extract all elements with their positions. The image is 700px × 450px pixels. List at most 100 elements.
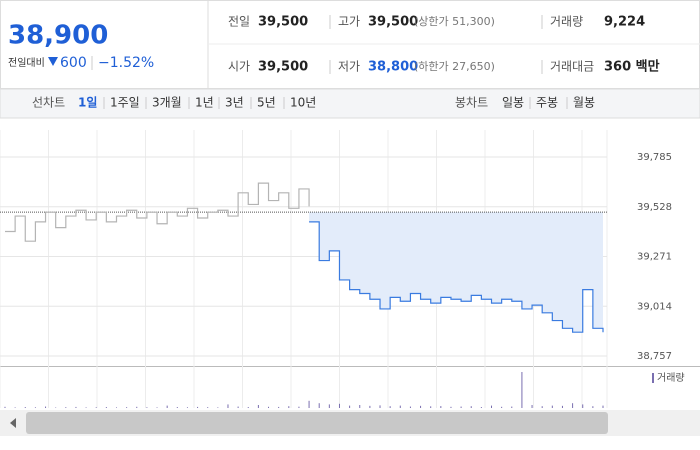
volume-bar — [257, 405, 259, 408]
volume-bar — [156, 407, 158, 408]
stat-value: 38,800 — [368, 60, 418, 75]
volume-bar — [420, 405, 422, 408]
volume-bar — [460, 406, 462, 408]
period-tab[interactable]: 10년 — [290, 96, 316, 110]
volume-bar — [399, 405, 401, 408]
volume-bar — [136, 406, 138, 408]
volume-bar — [126, 407, 128, 408]
volume-bar — [450, 406, 452, 408]
volume-bar — [409, 406, 411, 408]
volume-bar — [207, 407, 209, 408]
down-arrow — [48, 57, 58, 66]
candle-tab[interactable]: 일봉 — [502, 96, 524, 110]
volume-bar — [551, 405, 553, 408]
period-tab[interactable]: 3개월 — [152, 96, 182, 110]
volume-bar — [561, 405, 563, 408]
volume-bar — [318, 403, 320, 408]
stat-label: 거래대금 — [550, 60, 594, 74]
stat-value: 39,500 — [368, 15, 418, 30]
volume-bar — [237, 406, 239, 408]
volume-bar — [389, 406, 391, 408]
volume-bar — [105, 407, 107, 408]
volume-bar — [379, 405, 381, 408]
price-area — [309, 212, 603, 333]
candle-tab[interactable]: 주봉 — [536, 96, 558, 110]
volume-label: 거래량 — [657, 372, 685, 384]
volume-bar — [501, 406, 503, 408]
volume-bar — [14, 407, 16, 408]
volume-bar — [572, 403, 574, 408]
period-tab[interactable]: 1주일 — [110, 96, 140, 110]
volume-bar — [288, 406, 290, 408]
volume-bar — [602, 405, 604, 408]
volume-bar — [328, 404, 330, 408]
volume-bar — [227, 404, 229, 408]
tab-group-label: 선차트 — [32, 96, 65, 110]
volume-bar — [521, 372, 523, 408]
stat-value: 39,500 — [258, 15, 308, 30]
y-tick-label: 38,757 — [637, 351, 672, 362]
volume-bar — [176, 407, 178, 408]
stat-label: 저가 — [338, 60, 360, 74]
period-tab[interactable]: 5년 — [257, 96, 276, 110]
price-line — [309, 221, 604, 333]
volume-bar — [85, 407, 87, 408]
y-tick-label: 39,785 — [637, 152, 672, 163]
volume-bar — [541, 406, 543, 408]
change-label: 전일대비 — [8, 57, 45, 69]
stat-value: 9,224 — [604, 15, 645, 30]
y-tick-label: 39,014 — [637, 301, 672, 312]
tab-group-label: 봉차트 — [455, 96, 488, 110]
volume-bar — [146, 407, 148, 408]
volume-bar — [65, 407, 67, 408]
volume-bar — [166, 405, 168, 408]
volume-bar — [592, 406, 594, 408]
stat-label: 시가 — [228, 60, 250, 74]
legend-swatch — [652, 373, 654, 383]
volume-bar — [511, 406, 513, 408]
y-tick-label: 39,271 — [637, 252, 672, 263]
volume-bar — [115, 407, 117, 408]
volume-bar — [359, 405, 361, 408]
volume-bar — [531, 405, 533, 408]
volume-bar — [95, 407, 97, 408]
volume-bar — [298, 406, 300, 408]
volume-bar — [369, 405, 371, 408]
volume-bar — [247, 407, 249, 408]
stat-label: 고가 — [338, 15, 360, 29]
volume-bar — [308, 400, 310, 408]
scroll-left[interactable] — [10, 418, 16, 428]
period-tab[interactable]: 3년 — [225, 96, 244, 110]
candle-tab[interactable]: 월봉 — [573, 96, 595, 110]
volume-bar — [480, 407, 482, 408]
volume-bar — [34, 407, 36, 408]
volume-bar — [45, 406, 47, 408]
period-tab[interactable]: 1년 — [195, 96, 214, 110]
volume-bar — [268, 406, 270, 408]
volume-bar — [197, 406, 199, 408]
volume-bar — [338, 403, 340, 408]
stat-extra: (하한가 27,650) — [414, 59, 495, 73]
volume-bar — [186, 407, 188, 408]
scrollbar-thumb[interactable] — [26, 412, 608, 434]
stat-label: 거래량 — [550, 15, 583, 29]
volume-bar — [217, 407, 219, 408]
volume-bar — [470, 406, 472, 408]
change-rate: −1.52% — [98, 55, 154, 71]
change: 600 — [60, 55, 87, 71]
stat-value: 360 백만 — [604, 59, 660, 75]
stat-value: 39,500 — [258, 60, 308, 75]
volume-bar — [278, 406, 280, 408]
volume-bar — [75, 406, 77, 408]
volume-bar — [24, 407, 26, 408]
period-tab[interactable]: 1일 — [78, 96, 97, 110]
volume-bar — [582, 404, 584, 408]
volume-bar — [430, 406, 432, 408]
stat-label: 전일 — [228, 15, 250, 29]
stat-extra: (상한가 51,300) — [414, 15, 495, 28]
tab-bar — [0, 88, 700, 119]
price-line — [5, 182, 310, 242]
volume-divider — [0, 366, 700, 367]
volume-bar — [440, 406, 442, 408]
y-tick-label: 39,528 — [637, 202, 672, 213]
